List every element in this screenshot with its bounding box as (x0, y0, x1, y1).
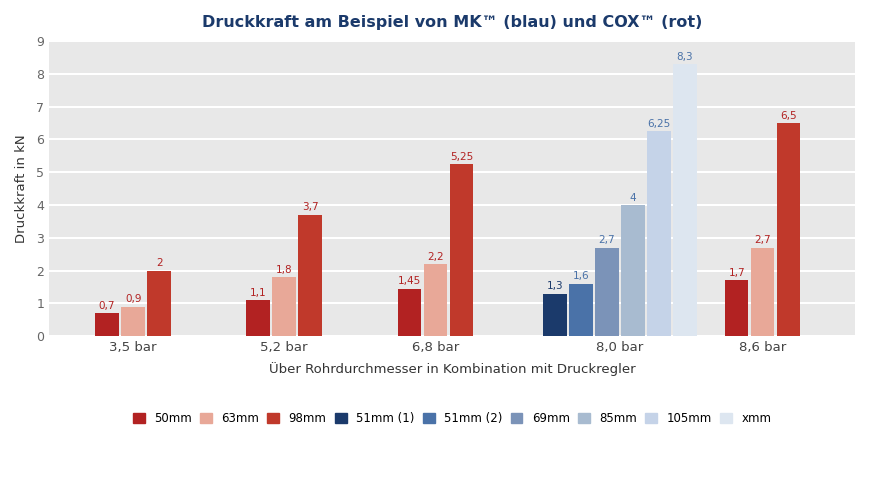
Text: 3,7: 3,7 (302, 203, 318, 213)
Bar (620, 205, 644, 336)
Bar (647, 131, 670, 336)
Bar (449, 164, 473, 336)
Text: 1,3: 1,3 (546, 281, 562, 291)
Bar (750, 248, 773, 336)
Y-axis label: Druckkraft in kN: Druckkraft in kN (15, 134, 28, 243)
Text: 2,2: 2,2 (427, 251, 443, 261)
Text: 0,9: 0,9 (125, 294, 142, 304)
Bar (122, 307, 145, 336)
Text: 1,7: 1,7 (727, 268, 744, 278)
Bar (423, 264, 447, 336)
Text: 1,45: 1,45 (397, 276, 421, 286)
Text: 1,1: 1,1 (249, 288, 266, 298)
Bar (673, 64, 696, 336)
Text: 6,5: 6,5 (779, 111, 796, 121)
Bar (272, 277, 295, 336)
Bar (776, 123, 799, 336)
Text: 5,25: 5,25 (449, 152, 473, 162)
X-axis label: Über Rohrdurchmesser in Kombination mit Druckregler: Über Rohrdurchmesser in Kombination mit … (269, 362, 634, 376)
Text: 1,6: 1,6 (572, 271, 588, 281)
Text: 2,7: 2,7 (598, 236, 614, 246)
Legend: 50mm, 63mm, 98mm, 51mm (1), 51mm (2), 69mm, 85mm, 105mm, xmm: 50mm, 63mm, 98mm, 51mm (1), 51mm (2), 69… (128, 407, 775, 430)
Text: 2,7: 2,7 (753, 236, 770, 246)
Bar (568, 284, 592, 336)
Text: 2: 2 (156, 258, 163, 268)
Bar (147, 270, 170, 336)
Bar (397, 288, 421, 336)
Bar (298, 215, 322, 336)
Text: 4: 4 (629, 193, 635, 203)
Text: 8,3: 8,3 (676, 51, 693, 61)
Text: 1,8: 1,8 (275, 265, 292, 275)
Bar (96, 313, 119, 336)
Bar (542, 293, 566, 336)
Bar (246, 300, 269, 336)
Bar (594, 248, 618, 336)
Bar (724, 280, 747, 336)
Text: 0,7: 0,7 (99, 301, 116, 311)
Text: 6,25: 6,25 (647, 119, 670, 129)
Title: Druckkraft am Beispiel von MK™ (blau) und COX™ (rot): Druckkraft am Beispiel von MK™ (blau) un… (202, 15, 701, 30)
